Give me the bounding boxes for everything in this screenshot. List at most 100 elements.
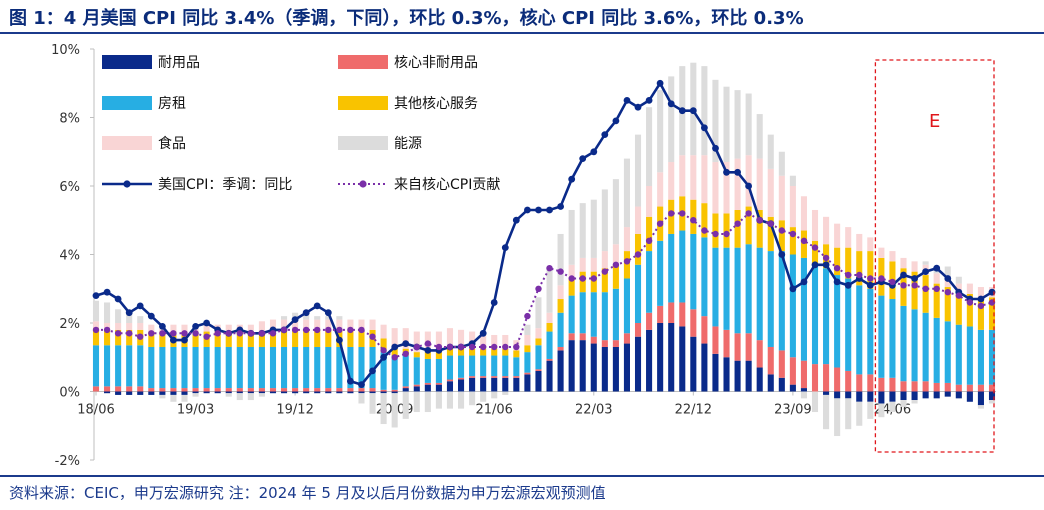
bar-durable [723,357,730,392]
bar-rent [159,346,166,389]
bar-durable [458,379,465,392]
bar-other_services [225,331,232,347]
cpi-point [402,340,410,347]
bar-other_services [634,233,642,265]
bar-core_nondurable [634,323,642,337]
core-point [977,302,985,310]
bar-durable [690,336,697,392]
bar-core_nondurable [988,384,996,392]
x-tick-label: 18/06 [77,403,114,418]
cpi-point [524,206,531,214]
cpi-point [358,381,365,388]
bar-energy [712,79,719,163]
bar-durable [159,391,166,395]
core-point [789,230,797,238]
bar-rent [800,257,807,361]
bar-core_nondurable [192,388,199,392]
bar-rent [281,346,288,389]
bar-other_services [557,299,564,313]
bar-food [834,223,841,248]
legend-label-other_services: 其他核心服务 [394,96,478,112]
bar-core_nondurable [214,388,221,392]
bar-other_services [258,331,265,347]
bar-food [104,323,111,330]
bar-other_services [623,251,630,279]
bar-rent [690,233,697,310]
bar-durable [823,391,830,395]
bar-rent [845,278,852,371]
bar-durable [236,391,243,394]
bar-rent [513,357,520,377]
bar-durable [424,384,431,392]
bar-food [933,273,940,284]
core-point [502,343,509,351]
bar-rent [524,352,531,373]
bar-food [336,319,343,330]
bar-food [646,186,653,217]
bar-rent [745,244,752,334]
bar-durable [734,360,741,392]
bar-other_services [546,323,553,332]
bar-durable [767,374,774,392]
core-point [369,333,376,340]
bar-other_services [446,348,454,356]
core-point [690,217,697,224]
bar-energy [236,393,243,401]
y-tick-label: -2% [55,454,80,469]
bar-core_nondurable [92,386,100,392]
bar-core_nondurable [900,381,907,392]
bar-food [800,196,807,231]
bar-core_nondurable [878,377,885,392]
bar-food [92,321,100,329]
bar-rent [668,233,675,303]
bar-rent [413,357,420,385]
bar-core_nondurable [756,340,763,368]
bar-core_nondurable [845,370,852,392]
bar-rent [933,317,940,383]
bar-durable [491,377,498,392]
bar-energy [546,268,553,313]
core-point [380,347,387,354]
bar-other_services [391,345,398,356]
bar-energy [358,393,365,404]
bar-rent [579,292,586,334]
bar-energy [756,114,763,159]
bar-energy [977,405,984,409]
bar-food [811,209,819,241]
bar-rent [269,346,277,389]
bar-rent [977,329,984,385]
core-point [955,292,962,299]
cpi-point [844,281,852,289]
bar-energy [325,316,332,320]
core-point [911,282,918,289]
bar-durable [657,323,664,392]
bar-durable [756,367,763,392]
bar-energy [878,403,885,418]
core-point [601,268,608,275]
core-point [280,326,288,334]
bar-core_nondurable [679,302,686,327]
bar-energy [668,76,675,163]
bar-other_services [524,345,531,353]
bar-food [723,162,730,214]
cpi-point [512,216,520,224]
bar-other_services [590,271,597,293]
bar-rent [258,346,265,389]
core-point [446,343,454,351]
bar-durable [944,391,951,397]
bar-rent [469,355,476,377]
bar-food [380,324,387,339]
core-point [645,237,653,244]
bar-food [955,283,962,294]
bar-food [126,323,133,330]
bar-other_services [922,275,929,313]
bar-food [325,319,332,330]
bar-other_services [469,348,476,356]
bar-energy [137,316,144,323]
bar-other_services [358,329,365,347]
core-point [800,237,808,244]
bar-durable [933,391,940,399]
bar-durable [325,391,332,394]
cpi-point [181,336,188,344]
cpi-point [557,203,564,210]
